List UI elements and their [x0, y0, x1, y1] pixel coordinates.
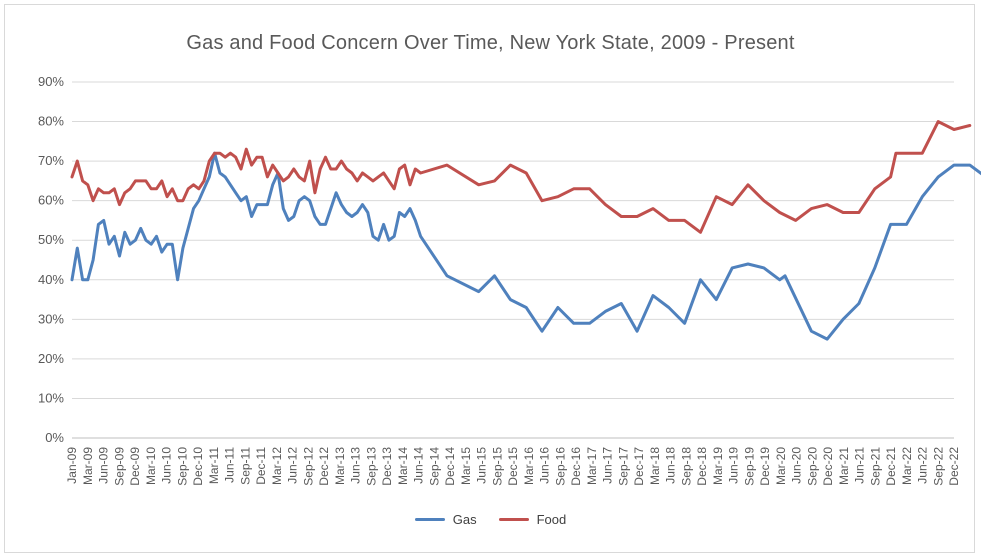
- y-tick-label: 30%: [38, 311, 64, 326]
- x-tick-label: Jun-20: [790, 447, 804, 484]
- x-axis-tick-labels: Jan-09 Mar-09 Jun-09 Sep-09 Dec-09 Mar-10 Jun-…: [65, 447, 961, 486]
- y-tick-label: 10%: [38, 390, 64, 405]
- y-tick-label: 90%: [38, 74, 64, 89]
- series-line-gas: [70, 151, 981, 341]
- x-tick-label: Dec-18: [695, 447, 709, 486]
- x-tick-label: Mar-09: [81, 447, 95, 485]
- y-tick-label: 20%: [38, 351, 64, 366]
- x-tick-label: Dec-11: [254, 447, 268, 485]
- x-tick-label: Jun-12: [286, 447, 300, 484]
- legend-item-food: Food: [498, 512, 567, 527]
- x-tick-label: Jun-19: [727, 447, 741, 484]
- x-tick-label: Sep-14: [427, 447, 441, 486]
- x-tick-label: Jun-21: [853, 447, 867, 484]
- legend-label-food: Food: [536, 512, 567, 527]
- y-tick-label: 80%: [38, 114, 64, 129]
- x-tick-label: Mar-10: [144, 447, 158, 485]
- legend-swatch-gas: [414, 518, 445, 521]
- x-tick-label: Jun-10: [160, 447, 174, 484]
- gridlines: [72, 81, 954, 439]
- x-tick-label: Sep-21: [868, 447, 882, 486]
- x-tick-label: Jun-14: [412, 447, 426, 484]
- x-tick-label: Jun-15: [475, 447, 489, 484]
- legend-swatch-food: [498, 518, 529, 521]
- x-tick-label: Jun-09: [97, 447, 111, 484]
- chart-frame: [4, 4, 975, 553]
- x-tick-label: Dec-16: [569, 447, 583, 486]
- x-tick-label: Dec-19: [758, 447, 772, 486]
- series-lines: [70, 120, 981, 341]
- legend: Gas Food: [0, 512, 981, 527]
- chart-title: Gas and Food Concern Over Time, New York…: [186, 32, 795, 54]
- x-tick-label: Mar-19: [711, 447, 725, 485]
- x-tick-label: Mar-15: [459, 447, 473, 485]
- y-axis-tick-labels: 0% 10% 20% 30% 40% 50% 60% 70% 80% 90%: [38, 74, 64, 445]
- y-tick-label: 70%: [38, 153, 64, 168]
- x-tick-label: Jun-18: [664, 447, 678, 484]
- x-tick-label: Sep-09: [112, 447, 126, 486]
- x-tick-label: Mar-12: [270, 447, 284, 485]
- x-tick-label: Jun-22: [916, 447, 930, 484]
- x-tick-label: Dec-09: [128, 447, 142, 486]
- x-tick-label: Dec-13: [380, 447, 394, 486]
- x-tick-label: Jun-17: [601, 447, 615, 484]
- x-tick-label: Mar-16: [522, 447, 536, 485]
- x-tick-label: Dec-14: [443, 447, 457, 486]
- x-tick-label: Dec-12: [317, 447, 331, 486]
- x-tick-label: Mar-18: [648, 447, 662, 485]
- y-tick-label: 0%: [45, 430, 64, 445]
- x-tick-label: Mar-17: [585, 447, 599, 485]
- x-tick-label: Sep-17: [616, 447, 630, 486]
- x-tick-label: Jun-13: [349, 447, 363, 484]
- x-tick-label: Dec-15: [506, 447, 520, 486]
- x-tick-label: Sep-22: [931, 447, 945, 486]
- x-tick-label: Sep-12: [301, 447, 315, 486]
- x-tick-label: Sep-16: [553, 447, 567, 486]
- x-tick-label: Mar-22: [900, 447, 914, 485]
- x-tick-label: Jan-09: [65, 447, 79, 484]
- x-tick-label: Sep-15: [490, 447, 504, 486]
- y-tick-label: 50%: [38, 232, 64, 247]
- x-tick-label: Dec-21: [884, 447, 898, 486]
- x-tick-label: Sep-13: [364, 447, 378, 486]
- x-tick-label: Dec-20: [821, 447, 835, 486]
- x-tick-label: Mar-21: [837, 447, 851, 485]
- x-tick-label: Dec-17: [632, 447, 646, 486]
- x-tick-label: Jun-16: [538, 447, 552, 484]
- legend-label-gas: Gas: [452, 512, 477, 527]
- x-tick-label: Sep-20: [805, 447, 819, 486]
- y-tick-label: 60%: [38, 193, 64, 208]
- x-tick-label: Dec-10: [191, 447, 205, 486]
- x-tick-label: Sep-10: [175, 447, 189, 486]
- x-tick-label: Sep-11: [238, 447, 252, 485]
- x-tick-label: Mar-14: [396, 447, 410, 485]
- x-tick-label: Mar-11: [207, 447, 221, 484]
- x-tick-label: Dec-22: [947, 447, 961, 486]
- x-tick-label: Mar-20: [774, 447, 788, 485]
- y-tick-label: 40%: [38, 272, 64, 287]
- x-tick-label: Jun-11: [223, 447, 237, 483]
- x-tick-label: Sep-18: [679, 447, 693, 486]
- legend-item-gas: Gas: [414, 512, 477, 527]
- x-tick-label: Sep-19: [742, 447, 756, 486]
- x-tick-label: Mar-13: [333, 447, 347, 485]
- series-line-food: [70, 120, 972, 234]
